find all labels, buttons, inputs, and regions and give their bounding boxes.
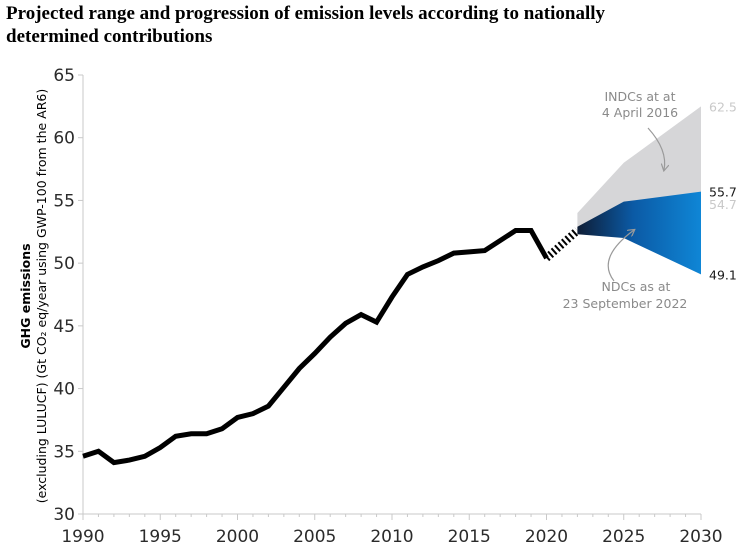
chart-title-line-2: determined contributions bbox=[6, 26, 213, 47]
x-tick-label: 2000 bbox=[216, 527, 259, 547]
y-tick-label: 60 bbox=[53, 129, 75, 149]
y-tick-label: 65 bbox=[53, 66, 75, 86]
labels: GHG emissions (excluding LULUCF) (Gt CO₂… bbox=[18, 89, 687, 503]
x-tick-label: 2010 bbox=[370, 527, 413, 547]
y-axis-label-line-1: GHG emissions bbox=[18, 243, 33, 348]
y-tick-label: 50 bbox=[53, 254, 75, 274]
indc-annotation-arrow bbox=[647, 127, 665, 170]
x-tick-label: 2025 bbox=[602, 527, 645, 547]
x-tick-label: 2020 bbox=[525, 527, 568, 547]
chart-title-line-1: Projected range and progression of emiss… bbox=[6, 3, 606, 24]
axes: 30 35 40 45 50 55 60 65 1990 1995 2000 2005 2010 2015… bbox=[53, 66, 722, 547]
end-value-label: 49.1 bbox=[709, 267, 737, 282]
y-tick-label: 55 bbox=[53, 191, 75, 211]
y-tick-label: 40 bbox=[53, 380, 75, 400]
x-tick-label: 2030 bbox=[679, 527, 722, 547]
projection-ranges bbox=[577, 106, 701, 275]
x-tick-label: 2005 bbox=[293, 527, 336, 547]
x-tick-label: 1995 bbox=[139, 527, 182, 547]
indc-annotation-line-1: INDCs at at bbox=[605, 89, 676, 104]
end-value-label: 55.7 bbox=[709, 185, 737, 200]
y-axis-label-line-2: (excluding LULUCF) (Gt CO₂ eq/year using… bbox=[34, 89, 49, 503]
ndc-range-area bbox=[577, 191, 701, 275]
x-tick-label: 2015 bbox=[448, 527, 491, 547]
y-tick-label: 30 bbox=[53, 505, 75, 525]
y-tick-label: 35 bbox=[53, 442, 75, 462]
y-tick-label: 45 bbox=[53, 317, 75, 337]
ndc-annotation-arrow bbox=[607, 230, 634, 282]
x-tick-label: 1990 bbox=[61, 527, 104, 547]
ndc-annotation-line-1: NDCs as at bbox=[602, 279, 671, 294]
end-labels: 62.5 55.754.7 49.1 bbox=[709, 99, 737, 282]
end-value-label: 54.7 bbox=[709, 197, 737, 212]
history-lines bbox=[82, 227, 581, 466]
ndc-annotation-line-2: 23 September 2022 bbox=[563, 296, 688, 311]
indc-annotation-line-2: 4 April 2016 bbox=[602, 105, 678, 120]
estimate-dashed-line bbox=[543, 227, 581, 262]
end-value-label: 62.5 bbox=[709, 99, 737, 114]
historical-emissions-line bbox=[82, 228, 549, 466]
chart-title: Projected range and progression of emiss… bbox=[6, 2, 746, 48]
